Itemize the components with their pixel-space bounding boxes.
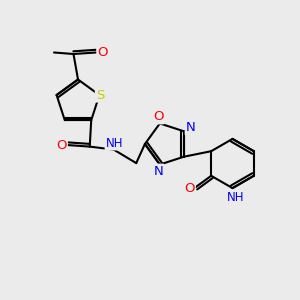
Text: O: O [153, 110, 164, 123]
Text: S: S [96, 88, 104, 101]
Text: O: O [98, 46, 108, 59]
Text: O: O [184, 182, 195, 195]
Text: N: N [186, 121, 195, 134]
Text: NH: NH [227, 190, 244, 204]
Text: N: N [154, 165, 163, 178]
Text: NH: NH [106, 136, 123, 149]
Text: O: O [56, 139, 67, 152]
